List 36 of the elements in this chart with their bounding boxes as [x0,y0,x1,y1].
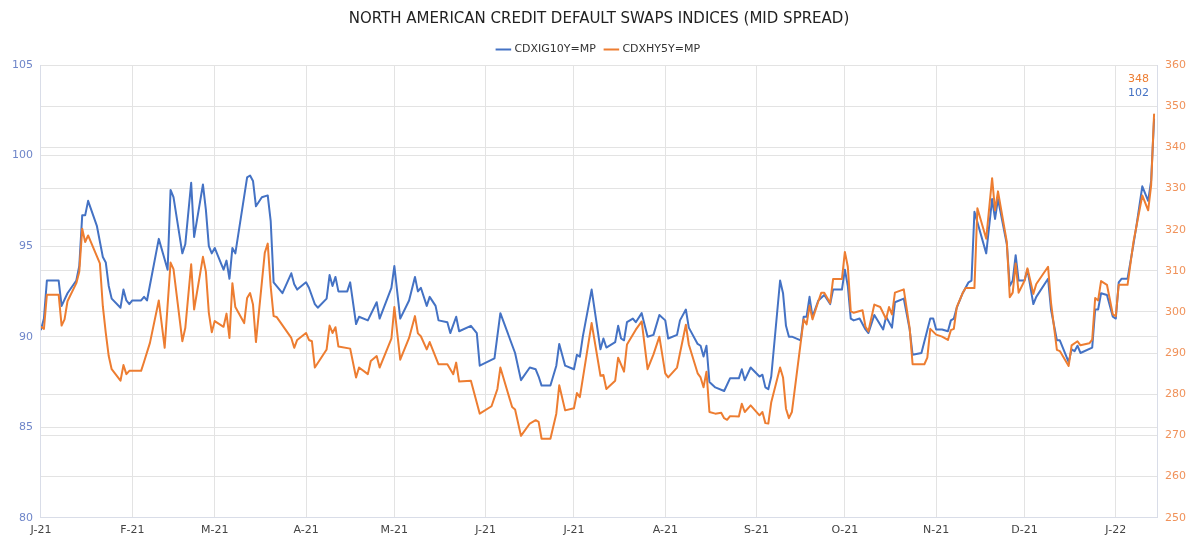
x-tick-label: N-21 [923,523,950,537]
y2-tick-label: 290 [1165,346,1186,359]
y2-tick-label: 300 [1165,304,1186,318]
legend-label: CDXHY5Y=MP [622,42,701,56]
y2-tick-label: 270 [1165,428,1186,442]
y-tick-label: 95 [19,238,33,252]
y2-tick-label: 260 [1165,469,1186,483]
y2-tick-label: 310 [1165,263,1186,277]
x-tick-label: S-21 [744,523,770,537]
x-tick-label: J-22 [1104,523,1127,537]
x-tick-label: F-21 [120,523,145,537]
x-tick-label: J-21 [562,523,585,537]
y-tick-label: 80 [19,510,33,524]
y-tick-label: 100 [12,148,33,162]
y-tick-label: 90 [19,329,33,343]
y2-tick-label: 350 [1165,99,1186,113]
x-tick-label: O-21 [831,523,859,537]
y2-tick-label: 330 [1165,181,1186,195]
x-tick-label: M-21 [380,523,409,537]
x-tick-label: D-21 [1011,523,1038,537]
legend-label: CDXIG10Y=MP [514,42,597,56]
y-tick-label: 85 [19,420,33,434]
x-tick-label: J-21 [29,523,52,537]
x-tick-label: J-21 [474,523,497,537]
annotation: 348 [1128,71,1149,85]
y2-tick-label: 340 [1165,140,1186,154]
y2-tick-label: 280 [1165,387,1186,401]
x-tick-label: A-21 [293,523,319,537]
chart-title: NORTH AMERICAN CREDIT DEFAULT SWAPS INDICES (MID SPREAD) [348,8,850,27]
annotation: 102 [1128,85,1149,99]
x-tick-label: M-21 [200,523,229,537]
y2-tick-label: 320 [1165,222,1186,236]
y-tick-label: 105 [12,57,33,71]
y2-tick-label: 360 [1165,57,1186,71]
x-tick-label: A-21 [652,523,678,537]
y2-tick-label: 250 [1165,510,1186,524]
